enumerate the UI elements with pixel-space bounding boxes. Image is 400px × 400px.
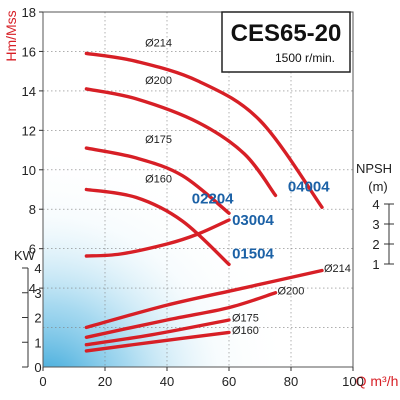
npsh-curve <box>84 218 231 258</box>
model-label: 02204 <box>192 190 234 207</box>
head-diameter-label: Ø175 <box>145 134 172 146</box>
x-tick-label: 100 <box>342 374 364 389</box>
power-curve-0 <box>84 268 324 330</box>
model-label: 04004 <box>288 178 330 195</box>
head-tick-label: 8 <box>29 202 36 217</box>
x-tick-label: 20 <box>98 374 112 389</box>
power-diameter-label: Ø160 <box>232 325 259 337</box>
head-tick-label: 6 <box>29 242 36 257</box>
head-curve-0 <box>84 51 324 209</box>
chart-title: CES65-20 <box>231 20 342 47</box>
npsh-tick-label: 4 <box>372 197 379 212</box>
x-tick-label: 80 <box>284 374 298 389</box>
x-tick-label: 60 <box>222 374 236 389</box>
power-tick-label: 2 <box>34 311 41 326</box>
x-axis-label: Q m³/h <box>356 373 399 389</box>
head-tick-label: 18 <box>22 5 36 20</box>
head-axis-label: Hm/Mss <box>3 10 19 61</box>
head-diameter-label: Ø214 <box>145 38 172 50</box>
power-axis-label: KW <box>14 248 36 263</box>
head-tick-label: 10 <box>22 163 36 178</box>
head-tick-label: 14 <box>22 84 36 99</box>
head-curve-2 <box>84 146 231 215</box>
x-tick-label: 0 <box>39 374 46 389</box>
power-curve-3 <box>84 330 231 353</box>
power-tick-label: 4 <box>34 261 41 276</box>
power-diameter-label: Ø175 <box>232 313 259 325</box>
power-diameter-label: Ø200 <box>278 286 305 298</box>
power-tick-label: 0 <box>34 360 41 375</box>
power-curve-2 <box>84 318 231 347</box>
head-diameter-label: Ø200 <box>145 75 172 87</box>
curves-group <box>84 51 324 353</box>
head-tick-label: 12 <box>22 123 36 138</box>
model-label: 03004 <box>232 212 274 229</box>
head-tick-label: 16 <box>22 44 36 59</box>
power-tick-label: 1 <box>34 335 41 350</box>
head-tick-label: 4 <box>29 281 36 296</box>
npsh-axis-label-line2: (m) <box>368 179 388 194</box>
npsh-tick-label: 3 <box>372 217 379 232</box>
x-tick-label: 40 <box>160 374 174 389</box>
power-diameter-label: Ø214 <box>324 263 351 275</box>
head-curve-1 <box>84 87 278 198</box>
power-curve-1 <box>84 291 278 339</box>
head-diameter-label: Ø160 <box>145 174 172 186</box>
npsh-tick-label: 1 <box>372 257 379 272</box>
power-tick-label: 3 <box>34 286 41 301</box>
chart-subtitle: 1500 r/min. <box>275 51 335 65</box>
npsh-tick-label: 2 <box>372 237 379 252</box>
plot-frame <box>42 11 354 368</box>
npsh-axis-label-line1: NPSH <box>356 161 392 176</box>
labels-group: Ø214Ø200Ø175Ø160Ø214Ø200Ø175Ø16002204030… <box>145 38 351 338</box>
model-label: 01504 <box>232 246 274 263</box>
title-box <box>221 11 351 73</box>
head-curve-3 <box>84 187 231 267</box>
